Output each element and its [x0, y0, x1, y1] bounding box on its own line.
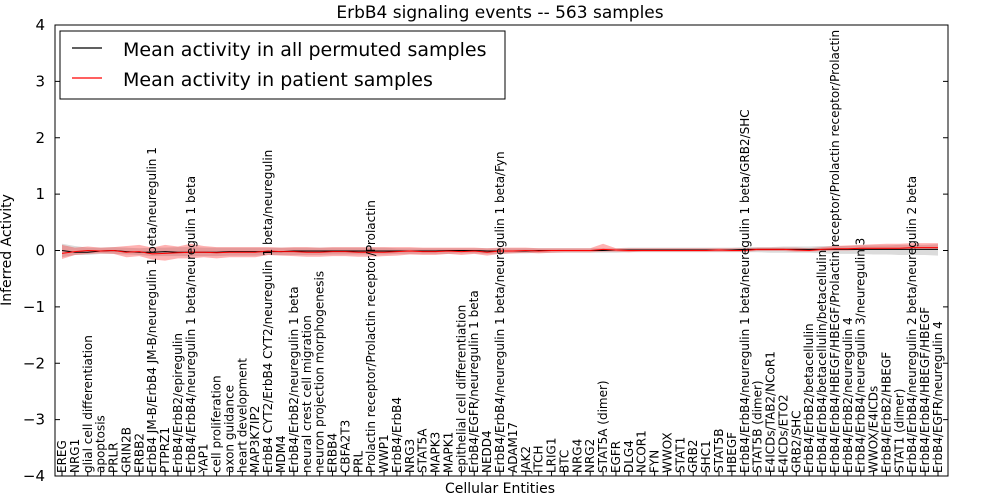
- x-tick-label: Prolactin receptor/Prolactin receptor/Pr…: [364, 200, 378, 473]
- x-tick-label: ErbB4/EGFR/neuregulin 1 beta: [467, 290, 481, 473]
- x-tick-label: STAT1: [673, 437, 687, 473]
- band-permuted: [62, 243, 938, 258]
- x-tick-label: ErbB4/ErbB2/epiregulin: [171, 333, 185, 473]
- x-tick-label: ErbB4/ErbB2/HBEGF: [879, 352, 893, 473]
- x-tick-label: apoptosis: [94, 415, 108, 473]
- x-tick-label: YAP1: [197, 444, 211, 474]
- x-tick-label: WWOX/E4ICDs: [867, 386, 881, 473]
- y-tick-label: 4: [35, 16, 45, 34]
- x-tick-label: NRG4: [570, 439, 584, 473]
- x-tick-label: WWP1: [377, 434, 391, 473]
- x-tick-label: EGFR: [609, 441, 623, 473]
- x-tick-label: ErbB4 CYT2/ErbB4 CYT2/neuregulin 1 beta/…: [261, 150, 275, 473]
- legend-label-permuted: Mean activity in all permuted samples: [123, 39, 486, 61]
- x-axis-label: Cellular Entities: [445, 481, 555, 497]
- y-tick-label: −2: [23, 354, 45, 372]
- x-tick-label: epithelial cell differentiation: [454, 305, 468, 473]
- x-tick-label: MAPK1: [441, 432, 455, 473]
- legend: Mean activity in all permuted samples Me…: [59, 30, 506, 100]
- x-tick-label: WWOX: [660, 432, 674, 473]
- x-tick-label: ErbB4 JM-B/ErbB4 JM-B/neuregulin 1 beta/…: [145, 147, 159, 473]
- x-tick-label: cell proliferation: [210, 375, 224, 473]
- x-tick-label: NCOR1: [635, 430, 649, 473]
- x-tick-label: axon guidance: [222, 385, 236, 473]
- x-tick-label: CBFA2T3: [338, 420, 352, 473]
- x-tick-label: neural crest cell migration: [300, 315, 314, 473]
- x-tick-label: GRB2: [686, 439, 700, 473]
- series-lines: [61, 247, 938, 255]
- chart-title: ErbB4 signaling events -- 563 samples: [336, 3, 663, 23]
- x-tick-label: ErbB4/ErbB2/betacellulin: [802, 323, 816, 473]
- x-tick-label: ERBB4: [326, 433, 340, 473]
- x-tick-label: JAK2: [519, 446, 533, 474]
- x-tick-label: NRG3: [403, 439, 417, 473]
- x-tick-label: NRG1: [68, 439, 82, 473]
- x-tick-label: ErbB4/ErbB4/neuregulin 1 beta/neuregulin…: [184, 176, 198, 473]
- x-tick-label: GRIN2B: [119, 427, 133, 473]
- x-tick-label: STAT5A: [416, 428, 430, 473]
- x-tick-label: STAT1 (dimer): [892, 389, 906, 473]
- x-tick-label: ErbB4/ErbB2/neuregulin 1 beta: [287, 286, 301, 473]
- legend-label-patient: Mean activity in patient samples: [123, 69, 433, 91]
- x-tick-label: ITCH: [532, 445, 546, 473]
- x-tick-label: HBEGF: [725, 432, 739, 473]
- x-tick-label: ERBB2: [132, 433, 146, 473]
- x-tick-label: MAP3K7IP2: [248, 406, 262, 473]
- x-tick-label: ErbB4/ErbB4/neuregulin 1 beta/neuregulin…: [493, 151, 507, 473]
- x-tick-label: SHC1: [699, 440, 713, 473]
- x-tick-label: E4ICDs/ETO2: [776, 394, 790, 473]
- x-tick-label: MAPK3: [429, 432, 443, 473]
- x-tick-label: MDM4: [274, 435, 288, 473]
- x-tick-label: E4ICDs/TAB2/NCoR1: [764, 351, 778, 473]
- x-tick-label: ADAM17: [506, 422, 520, 473]
- x-tick-label: PRL: [351, 450, 365, 473]
- x-tick-label: NRG2: [583, 439, 597, 473]
- x-tick-label: glial cell differentiation: [81, 335, 95, 473]
- x-tick-label: ErbB4/ErbB4/neuregulin 2 beta/neuregulin…: [905, 176, 919, 473]
- x-tick-label: NEDD4: [480, 430, 494, 473]
- x-tick-label: STAT5B (dimer): [751, 380, 765, 473]
- legend-box: [59, 30, 506, 100]
- x-tick-label: ErbB4/ErbB4: [390, 397, 404, 473]
- y-tick-label: −1: [23, 298, 45, 316]
- x-tick-label: FYN: [648, 450, 662, 473]
- x-tick-label: ErbB4/ErbB2/neuregulin 4: [841, 317, 855, 473]
- x-tick-label: PRLR: [107, 442, 121, 473]
- y-axis: −4 −3 −2 −1 0 1 2 3 4: [23, 16, 948, 485]
- x-tick-label: neuron projection morphogenesis: [313, 271, 327, 473]
- x-tick-label: ErbB4/ErbB4/HBEGF/HBEGF: [918, 307, 932, 473]
- x-tick-label: GRB2/SHC: [789, 410, 803, 473]
- x-tick-label: LRIG1: [545, 438, 559, 474]
- x-tick-label: ErbB4/ErbB4/neuregulin 1 beta/neuregulin…: [738, 109, 752, 473]
- x-tick-label: ErbB4/ErbB4/HBEGF/HBEGF/Prolactin recept…: [828, 30, 842, 473]
- x-tick-label: ErbB4/ErbB4/neuregulin 3/neuregulin 3: [854, 238, 868, 473]
- x-tick-label: STAT5A (dimer): [596, 380, 610, 473]
- x-tick-label: PTPRZ1: [158, 427, 172, 473]
- x-tick-label: heart development: [235, 358, 249, 473]
- x-tick-label: ErbB4/ErbB4/betacellulin/betacellulin: [815, 250, 829, 473]
- y-tick-label: −4: [23, 467, 45, 485]
- y-tick-label: 0: [35, 242, 45, 260]
- x-tick-label: EREG: [55, 440, 69, 473]
- confidence-bands: [62, 243, 938, 261]
- y-tick-label: −3: [23, 411, 45, 429]
- x-tick-label: DLG4: [622, 440, 636, 473]
- x-tick-label: BTC: [557, 450, 571, 473]
- band-patient: [62, 243, 938, 261]
- y-tick-label: 1: [35, 185, 45, 203]
- line-patient: [61, 247, 938, 255]
- y-axis-label: Inferred Activity: [0, 194, 15, 306]
- y-tick-label: 3: [35, 72, 45, 90]
- x-tick-label: STAT5B: [712, 429, 726, 474]
- y-tick-label: 2: [35, 129, 45, 147]
- x-tick-label: ErbB4/EGFR/neuregulin 4: [931, 321, 945, 473]
